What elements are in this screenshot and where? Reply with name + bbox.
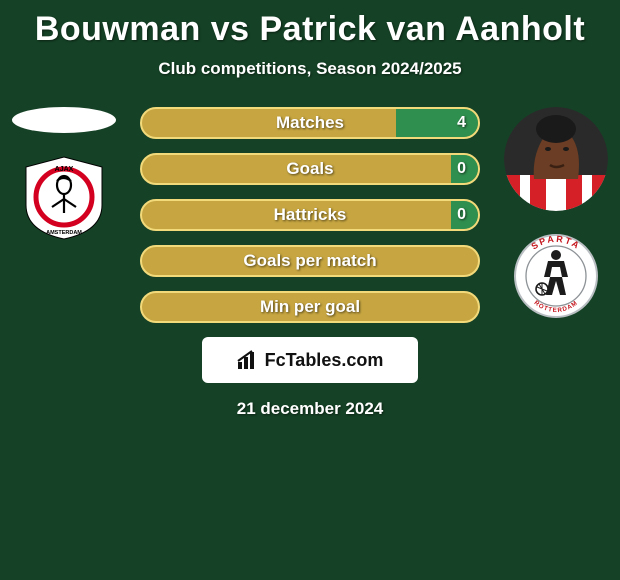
watermark-badge: FcTables.com [202, 337, 418, 383]
right-club-badge: SPARTA ROTTERDAM [504, 233, 608, 319]
bar-right-value: 4 [457, 107, 466, 139]
bar-track [140, 199, 480, 231]
stat-row: Goals0 [140, 153, 480, 185]
footer-date: 21 december 2024 [0, 399, 620, 419]
right-player-photo [504, 107, 608, 211]
stat-row: Matches4 [140, 107, 480, 139]
watermark-text: FcTables.com [265, 350, 384, 371]
right-player-column: SPARTA ROTTERDAM [500, 107, 612, 319]
bar-chart-icon [237, 350, 259, 370]
left-player-column: AJAX AMSTERDAM [8, 107, 120, 241]
stat-bars: Matches4 Goals0 Hattricks0 Goals per match M… [140, 107, 480, 323]
bar-track [140, 153, 480, 185]
bar-track [140, 245, 480, 277]
page-title: Bouwman vs Patrick van Aanholt [0, 0, 620, 49]
stat-row: Goals per match [140, 245, 480, 277]
comparison-content: AJAX AMSTERDAM [0, 107, 620, 419]
stat-row: Hattricks0 [140, 199, 480, 231]
left-club-badge: AJAX AMSTERDAM [12, 155, 116, 241]
left-player-photo-placeholder [12, 107, 116, 133]
page-subtitle: Club competitions, Season 2024/2025 [0, 59, 620, 79]
stat-row: Min per goal [140, 291, 480, 323]
bar-track [140, 291, 480, 323]
svg-text:AJAX: AJAX [55, 166, 74, 173]
bar-right-value: 0 [457, 199, 466, 231]
bar-right-value: 0 [457, 153, 466, 185]
svg-text:AMSTERDAM: AMSTERDAM [46, 230, 82, 236]
